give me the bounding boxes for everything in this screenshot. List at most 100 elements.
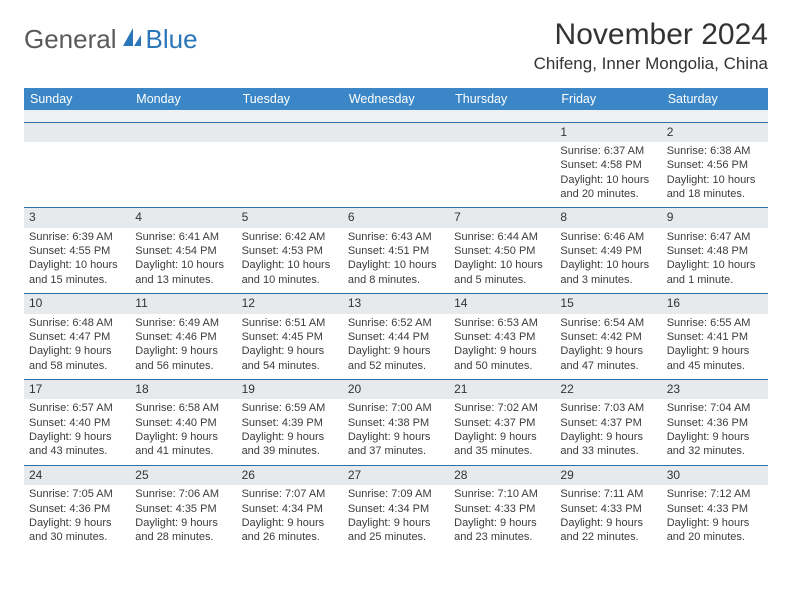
day-info-line: Sunset: 4:33 PM <box>667 502 763 516</box>
brand-logo: General Blue <box>24 24 198 55</box>
day-info-line: Sunrise: 7:11 AM <box>560 487 656 501</box>
day-number: 3 <box>24 208 130 228</box>
day-number: 29 <box>555 465 661 485</box>
day-info-line: Daylight: 9 hours <box>135 430 231 444</box>
day-info-line: Sunset: 4:40 PM <box>135 416 231 430</box>
day-number: 4 <box>130 208 236 228</box>
day-number: 1 <box>555 122 661 142</box>
day-number <box>24 122 130 142</box>
day-cell <box>24 142 130 208</box>
day-number: 15 <box>555 294 661 314</box>
day-number: 8 <box>555 208 661 228</box>
day-info-line: Daylight: 9 hours <box>29 430 125 444</box>
day-number <box>130 122 236 142</box>
dayname-header: Monday <box>130 88 236 110</box>
day-info-line: Sunset: 4:39 PM <box>242 416 338 430</box>
day-info-line: Sunset: 4:49 PM <box>560 244 656 258</box>
daynum-row: 10111213141516 <box>24 294 768 314</box>
day-info-line: Sunrise: 6:52 AM <box>348 316 444 330</box>
day-number: 12 <box>237 294 343 314</box>
day-cell <box>343 142 449 208</box>
day-info-line: Sunrise: 7:07 AM <box>242 487 338 501</box>
dayname-header: Thursday <box>449 88 555 110</box>
day-info-line: and 30 minutes. <box>29 530 125 544</box>
day-info-line: and 33 minutes. <box>560 444 656 458</box>
day-info-line: Daylight: 9 hours <box>135 344 231 358</box>
day-info-line: and 18 minutes. <box>667 187 763 201</box>
day-info-line: Sunset: 4:33 PM <box>560 502 656 516</box>
day-info-line: Sunrise: 7:00 AM <box>348 401 444 415</box>
day-info-line: Sunrise: 6:54 AM <box>560 316 656 330</box>
day-info-line: and 22 minutes. <box>560 530 656 544</box>
day-info-line: Sunset: 4:43 PM <box>454 330 550 344</box>
day-info-line: Sunrise: 6:47 AM <box>667 230 763 244</box>
dayname-header: Friday <box>555 88 661 110</box>
day-info-line: Daylight: 9 hours <box>454 516 550 530</box>
day-info-line: and 58 minutes. <box>29 359 125 373</box>
day-info-line: and 15 minutes. <box>29 273 125 287</box>
day-info-line: Sunrise: 7:04 AM <box>667 401 763 415</box>
day-info-line: Sunset: 4:50 PM <box>454 244 550 258</box>
day-info-line: Sunset: 4:55 PM <box>29 244 125 258</box>
day-info-line: Sunrise: 7:06 AM <box>135 487 231 501</box>
day-info-line: Sunset: 4:37 PM <box>454 416 550 430</box>
dayname-header: Wednesday <box>343 88 449 110</box>
day-info-line: and 47 minutes. <box>560 359 656 373</box>
day-info-line: Sunset: 4:34 PM <box>348 502 444 516</box>
day-info-line: Sunset: 4:38 PM <box>348 416 444 430</box>
day-info-line: Sunset: 4:45 PM <box>242 330 338 344</box>
daynum-row: 12 <box>24 122 768 142</box>
day-info-line: and 26 minutes. <box>242 530 338 544</box>
day-info-line: Sunset: 4:37 PM <box>560 416 656 430</box>
day-cell: Sunrise: 7:03 AMSunset: 4:37 PMDaylight:… <box>555 399 661 465</box>
day-number: 13 <box>343 294 449 314</box>
day-cell <box>130 142 236 208</box>
day-info-line: Sunset: 4:33 PM <box>454 502 550 516</box>
day-info-line: Daylight: 10 hours <box>135 258 231 272</box>
day-info-line: and 25 minutes. <box>348 530 444 544</box>
day-content-row: Sunrise: 7:05 AMSunset: 4:36 PMDaylight:… <box>24 485 768 550</box>
dayname-header: Sunday <box>24 88 130 110</box>
day-cell: Sunrise: 6:41 AMSunset: 4:54 PMDaylight:… <box>130 228 236 294</box>
location-text: Chifeng, Inner Mongolia, China <box>534 54 768 74</box>
day-info-line: Daylight: 9 hours <box>242 344 338 358</box>
day-number: 25 <box>130 465 236 485</box>
day-cell <box>237 142 343 208</box>
day-cell: Sunrise: 7:11 AMSunset: 4:33 PMDaylight:… <box>555 485 661 550</box>
day-cell: Sunrise: 6:58 AMSunset: 4:40 PMDaylight:… <box>130 399 236 465</box>
day-cell: Sunrise: 7:00 AMSunset: 4:38 PMDaylight:… <box>343 399 449 465</box>
day-info-line: Sunrise: 6:44 AM <box>454 230 550 244</box>
day-info-line: and 10 minutes. <box>242 273 338 287</box>
day-cell: Sunrise: 6:59 AMSunset: 4:39 PMDaylight:… <box>237 399 343 465</box>
day-info-line: Sunset: 4:40 PM <box>29 416 125 430</box>
day-info-line: Daylight: 10 hours <box>348 258 444 272</box>
day-info-line: Sunrise: 7:12 AM <box>667 487 763 501</box>
day-info-line: Sunrise: 6:58 AM <box>135 401 231 415</box>
blank-row <box>24 110 768 122</box>
day-cell: Sunrise: 6:37 AMSunset: 4:58 PMDaylight:… <box>555 142 661 208</box>
day-cell: Sunrise: 7:12 AMSunset: 4:33 PMDaylight:… <box>662 485 768 550</box>
day-info-line: Daylight: 9 hours <box>667 430 763 444</box>
day-number <box>237 122 343 142</box>
day-info-line: Sunrise: 6:42 AM <box>242 230 338 244</box>
day-info-line: Sunrise: 6:59 AM <box>242 401 338 415</box>
day-info-line: and 23 minutes. <box>454 530 550 544</box>
day-info-line: and 39 minutes. <box>242 444 338 458</box>
day-number: 5 <box>237 208 343 228</box>
day-info-line: Daylight: 9 hours <box>560 344 656 358</box>
day-info-line: Daylight: 10 hours <box>667 173 763 187</box>
day-info-line: Daylight: 10 hours <box>667 258 763 272</box>
day-info-line: Sunset: 4:54 PM <box>135 244 231 258</box>
day-cell: Sunrise: 6:52 AMSunset: 4:44 PMDaylight:… <box>343 314 449 380</box>
day-info-line: Sunrise: 6:57 AM <box>29 401 125 415</box>
day-info-line: Sunrise: 6:49 AM <box>135 316 231 330</box>
calendar-page: General Blue November 2024 Chifeng, Inne… <box>0 0 792 568</box>
day-info-line: and 35 minutes. <box>454 444 550 458</box>
day-number: 14 <box>449 294 555 314</box>
day-content-row: Sunrise: 6:37 AMSunset: 4:58 PMDaylight:… <box>24 142 768 208</box>
day-info-line: Sunrise: 7:09 AM <box>348 487 444 501</box>
day-info-line: and 1 minute. <box>667 273 763 287</box>
day-cell: Sunrise: 6:47 AMSunset: 4:48 PMDaylight:… <box>662 228 768 294</box>
day-info-line: Sunset: 4:53 PM <box>242 244 338 258</box>
dayname-header: Saturday <box>662 88 768 110</box>
